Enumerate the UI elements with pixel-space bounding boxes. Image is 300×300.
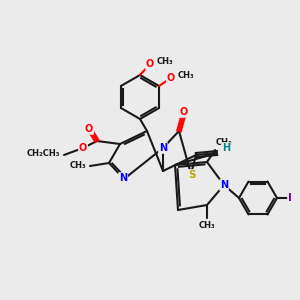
Text: I: I (288, 193, 292, 203)
Text: O: O (146, 59, 154, 69)
Text: CH₃: CH₃ (157, 58, 174, 67)
Text: CH₃: CH₃ (69, 161, 86, 170)
Text: O: O (79, 143, 87, 153)
Text: N: N (159, 143, 167, 153)
Text: S: S (188, 170, 196, 180)
Text: CH₂CH₃: CH₂CH₃ (27, 148, 60, 158)
Text: CH₃: CH₃ (199, 221, 215, 230)
Text: H: H (222, 143, 230, 153)
Text: O: O (85, 124, 93, 134)
Text: O: O (180, 107, 188, 117)
Text: N: N (220, 180, 228, 190)
Text: CH₃: CH₃ (216, 138, 232, 147)
Text: O: O (167, 73, 175, 83)
Text: N: N (119, 173, 127, 183)
Text: CH₃: CH₃ (178, 71, 195, 80)
